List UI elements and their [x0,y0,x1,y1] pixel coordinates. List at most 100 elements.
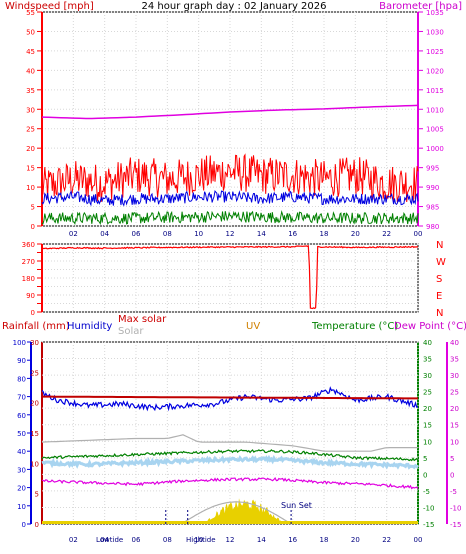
wind-left-tick-label: 45 [26,48,35,56]
dir-compass-label: E [436,291,442,302]
wind-series-gust [41,153,419,203]
env-x-tick-label: 00 [414,536,423,544]
solar-title: Solar [118,326,144,337]
rain-tick-label: 25 [30,369,39,377]
temperature-tick-label: 30 [423,372,432,380]
temperature-tick-label: 20 [423,405,432,413]
wind-left-tick-label: 25 [26,126,35,134]
env-x-tick-label: 18 [320,536,329,544]
wind-x-tick-label: 22 [382,230,391,238]
dew-point-tick-label: 30 [450,372,459,380]
rain-tick-label: 30 [30,339,39,347]
dir-compass-label: N [436,240,443,251]
temperature-title: Temperature (°C) [311,321,398,332]
rainfall-title: Rainfall (mm) [2,321,70,332]
humidity-tick-label: 100 [13,339,26,347]
wind-series-average [41,189,419,207]
baro-right-tick-label: 980 [426,223,439,231]
baro-right-tick-label: 985 [426,204,439,212]
temperature-tick-label: 15 [423,422,432,430]
dir-left-tick-label: 0 [31,309,35,317]
wind-x-tick-label: 00 [414,230,423,238]
rain-tick-label: 0 [35,521,39,529]
wind-x-tick-label: 10 [194,230,203,238]
dir-series-wind-direction [41,245,419,310]
wind-x-tick-label: 16 [288,230,297,238]
temperature-tick-label: 40 [423,339,432,347]
env-x-tick-label: 16 [288,536,297,544]
env-series-dew-point [41,477,419,490]
env-x-tick-label: 22 [382,536,391,544]
dir-left-tick-label: 270 [22,258,35,266]
dir-compass-label: S [436,274,442,285]
rain-tick-label: 15 [30,430,39,438]
dew-point-tick-label: 35 [450,356,459,364]
humidity-tick-label: 60 [17,412,26,420]
env-x-tick-label: 04 [100,536,109,544]
baro-right-tick-label: 1010 [426,106,444,114]
max-solar-title: Max solar [118,314,167,325]
baro-right-tick-label: 995 [426,165,439,173]
baro-right-tick-label: 1030 [426,28,444,36]
wind-x-tick-label: 06 [132,230,141,238]
humidity-tick-label: 90 [17,357,26,365]
wind-x-tick-label: 12 [226,230,235,238]
env-series-solar [41,434,418,452]
wind-left-tick-label: 50 [26,28,35,36]
wind-x-tick-label: 04 [100,230,109,238]
dew-point-tick-label: 15 [450,422,459,430]
env-x-tick-label: 20 [351,536,360,544]
temperature-tick-label: 10 [423,438,432,446]
humidity-tick-label: 50 [17,430,26,438]
dir-left-tick-label: 360 [22,241,35,249]
humidity-tick-label: 30 [17,466,26,474]
env-series-temp-band [41,454,419,470]
dew-point-tick-label: 40 [450,339,459,347]
wind-axis-title: Windspeed [mph] [5,1,94,12]
temperature-tick-label: -15 [423,521,434,529]
dew-point-tick-label: 25 [450,389,459,397]
uv-baseline [42,521,418,524]
sunset-label: Sun Set [281,501,312,510]
baro-right-tick-label: 1005 [426,126,444,134]
wind-x-tick-label: 02 [69,230,78,238]
rain-tick-label: 5 [35,491,39,499]
env-series-temperature [41,449,419,462]
baro-right-tick-label: 1025 [426,48,444,56]
baro-right-tick-label: 1000 [426,145,444,153]
rain-tick-label: 10 [30,460,39,468]
dew-point-tick-label: 10 [450,438,459,446]
dir-left-tick-label: 180 [22,275,35,283]
wind-series-wind [41,209,419,226]
dew-point-tick-label: -10 [450,504,461,512]
wind-x-tick-label: 20 [351,230,360,238]
wind-x-tick-label: 14 [257,230,266,238]
env-x-tick-label: 02 [69,536,78,544]
temperature-tick-label: -5 [423,488,430,496]
env-x-tick-label: 10 [194,536,203,544]
baro-axis-title: Barometer [hpa] [379,1,462,12]
wind-left-tick-label: 15 [26,165,35,173]
wind-left-tick-label: 30 [26,106,35,114]
dew-point-tick-label: 5 [450,455,454,463]
dew-point-title: Dew Point (°C) [394,321,466,332]
dew-point-tick-label: -5 [450,488,457,496]
humidity-tick-label: 40 [17,448,26,456]
dew-point-tick-label: 20 [450,405,459,413]
temperature-tick-label: 5 [423,455,427,463]
wind-left-tick-label: 20 [26,145,35,153]
wind-x-tick-label: 18 [320,230,329,238]
env-series-rainfall [42,395,418,400]
uv-title: UV [246,321,260,332]
wind-series-barometer [41,104,419,120]
humidity-tick-label: 10 [17,503,26,511]
dir-compass-label: W [436,257,446,268]
temperature-tick-label: -10 [423,504,434,512]
humidity-tick-label: 20 [17,485,26,493]
dew-point-tick-label: 0 [450,471,454,479]
temperature-tick-label: 25 [423,389,432,397]
env-x-tick-label: 06 [132,536,141,544]
env-x-tick-label: 14 [257,536,266,544]
humidity-title: Humidity [67,321,112,332]
